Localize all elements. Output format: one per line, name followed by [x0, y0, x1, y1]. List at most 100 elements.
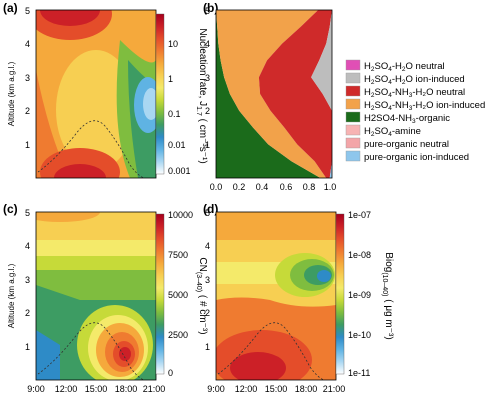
panel-c-xtick-0900: 9:00 [27, 384, 45, 394]
panel-d: (d) 1 2 3 4 5 9:00 12:00 15:00 1 [203, 202, 394, 394]
legend-swatch-h2so4-nh3-h2o-ion [345, 98, 361, 110]
panel-c-contours [36, 212, 156, 380]
panel-a-field-lowleft [36, 70, 70, 178]
panel-a-colorbar [155, 13, 165, 175]
panel-c-cbtick-7500: 7500 [168, 250, 188, 260]
panel-b-area-h2so4-h2o-ion-induced [311, 10, 332, 178]
panel-c-xticks: 9:00 12:00 15:00 18:00 21:00 [27, 384, 165, 394]
panel-b-xtick-2: 0.4 [256, 182, 269, 192]
panel-a-ytick-1: 1 [25, 140, 30, 150]
panel-c-xtick-1200: 12:00 [55, 384, 78, 394]
panel-c-label: (c) [3, 202, 18, 216]
panel-d-field-top [216, 212, 336, 240]
panel-a-ytick-4: 4 [25, 39, 30, 49]
panel-b-label: (b) [203, 1, 218, 15]
panel-a-yticks: 1 2 3 4 5 [25, 6, 30, 150]
panel-a-cbtick-0.1: 0.1 [168, 109, 181, 119]
panel-c-xtick-1500: 15:00 [85, 384, 108, 394]
panel-b-area-h2so4-nh3-organic [216, 10, 321, 178]
panel-c-colorbar-ticks: 10000 7500 5000 2500 0 [168, 210, 193, 378]
legend-swatch-h2so4-amine [345, 124, 361, 136]
legend-swatch-h2so4-h2o-neutral [345, 59, 361, 71]
panel-d-label: (d) [203, 202, 218, 216]
panel-a-field-blue2 [143, 88, 156, 120]
panel-d-xticks: 9:00 12:00 15:00 18:00 21:00 [207, 384, 345, 394]
panel-c-boundary-layer [37, 322, 145, 380]
panel-d-ytick-4: 4 [205, 241, 210, 251]
panel-b-ytick-3: 3 [205, 73, 210, 83]
legend-entry-1: H2SO4-H2O neutral [364, 61, 445, 73]
panel-c-ytick-2: 2 [25, 308, 30, 318]
panel-b-ytick-1: 1 [205, 140, 210, 150]
legend-entry-4: H2SO4-NH3-H₂O ion-induced [364, 100, 485, 112]
panel-d-cbtick-1e-09: 1e-09 [348, 290, 371, 300]
panel-c-cbtick-0: 0 [168, 368, 173, 378]
panel-c-ylabel: Altitude (km a.g.l.) [7, 263, 16, 328]
panel-c-field-top2 [36, 240, 156, 256]
panel-d-colorbar-ticks: 1e-07 1e-08 1e-09 1e-10 1e-11 [348, 210, 371, 378]
panel-c: (c) 1 2 3 4 5 Altitude (km a.g.l.) [3, 202, 208, 394]
panel-b-ytick-5: 5 [205, 6, 210, 16]
panel-c-field-topmax [36, 212, 100, 222]
panel-c-cbtick-5000: 5000 [168, 290, 188, 300]
legend-swatch-pure-organic-ion [345, 150, 361, 162]
panel-b-areas [216, 10, 332, 178]
panel-c-xtick-2100: 21:00 [143, 384, 166, 394]
panel-a-ytick-3: 3 [25, 73, 30, 83]
panel-b-ytick-4: 4 [205, 39, 210, 49]
panel-b-xtick-4: 0.8 [303, 182, 316, 192]
panel-c-field-low [36, 330, 60, 380]
panel-c-xtick-1800: 18:00 [115, 384, 138, 394]
panel-b-xtick-0: 0.0 [210, 182, 223, 192]
panel-b-area-h2so4-nh3-h2o-ion-induced [216, 10, 327, 178]
panel-a-ytick-5: 5 [25, 6, 30, 16]
panel-a-ylabel: Altitude (km a.g.l.) [7, 61, 16, 126]
panel-d-contours [216, 212, 336, 380]
panel-c-ytick-4: 4 [25, 241, 30, 251]
panel-d-yticks: 1 2 3 4 5 [205, 208, 210, 352]
panel-a-contours [36, 10, 156, 178]
panel-b-xtick-1: 0.2 [233, 182, 246, 192]
panel-a-label: (a) [3, 1, 18, 15]
legend-swatch-h2so4-nh3-organic [345, 111, 361, 123]
panel-d-ytick-5: 5 [205, 208, 210, 218]
panel-a-ytick-2: 2 [25, 106, 30, 116]
panel-b-area-h2so4-nh3-h2o-neutral [258, 10, 332, 178]
panel-b-xticks: 0.0 0.2 0.4 0.6 0.8 1.0 [210, 182, 337, 192]
panel-d-boundary-layer [217, 322, 325, 380]
panel-d-xtick-1500: 15:00 [265, 384, 288, 394]
panel-b-frame [215, 9, 333, 179]
panel-c-cbtick-10000: 10000 [168, 210, 193, 220]
panel-a-cbtick-0.001: 0.001 [168, 166, 191, 176]
panel-d-colorbar-label: Biog(10–40) ( μg m⁻³) [381, 252, 394, 339]
panel-a-colorbar-ticks: 10 1 0.1 0.01 0.001 [168, 39, 191, 176]
panel-a-field-top-dark [40, 10, 100, 26]
panel-d-ytick-1: 1 [205, 342, 210, 352]
panel-d-colorbar [335, 213, 345, 375]
panel-c-cbtick-2500: 2500 [168, 330, 188, 340]
panel-d-cbtick-1e-08: 1e-08 [348, 250, 371, 260]
panel-a-cbtick-0.01: 0.01 [168, 140, 186, 150]
legend-swatch-h2so4-h2o-ion [345, 72, 361, 84]
panel-a-boundary-layer [37, 120, 145, 178]
panel-d-ytick-3: 3 [205, 275, 210, 285]
panel-a: (a) 1 2 3 4 5 Altitude (km a.g.l.) 1 [3, 1, 208, 179]
panel-d-ytick-2: 2 [205, 308, 210, 318]
panel-b-xtick-5: 1.0 [324, 182, 337, 192]
panel-d-cbtick-1e-10: 1e-10 [348, 330, 371, 340]
panel-c-ytick-1: 1 [25, 342, 30, 352]
panel-c-field-plume-6 [119, 347, 131, 361]
panel-d-xtick-2100: 21:00 [323, 384, 346, 394]
panel-b-xtick-3: 0.6 [280, 182, 293, 192]
legend-entry-6: H2SO4-amine [364, 126, 421, 138]
panel-c-colorbar [155, 213, 165, 375]
panel-c-ytick-5: 5 [25, 208, 30, 218]
legend-entry-3: H2SO4-NH3-H₂O neutral [364, 87, 465, 99]
panel-a-field-bottom-dark [54, 164, 106, 178]
legend-swatch-h2so4-nh3-h2o-neutral [345, 85, 361, 97]
legend-entry-2: H2SO4-H2O ion-induced [364, 74, 465, 86]
panel-d-field-surface2 [230, 352, 286, 380]
legend-entry-7: pure-organic neutral [364, 139, 449, 150]
panel-a-cbtick-1: 1 [168, 74, 173, 84]
